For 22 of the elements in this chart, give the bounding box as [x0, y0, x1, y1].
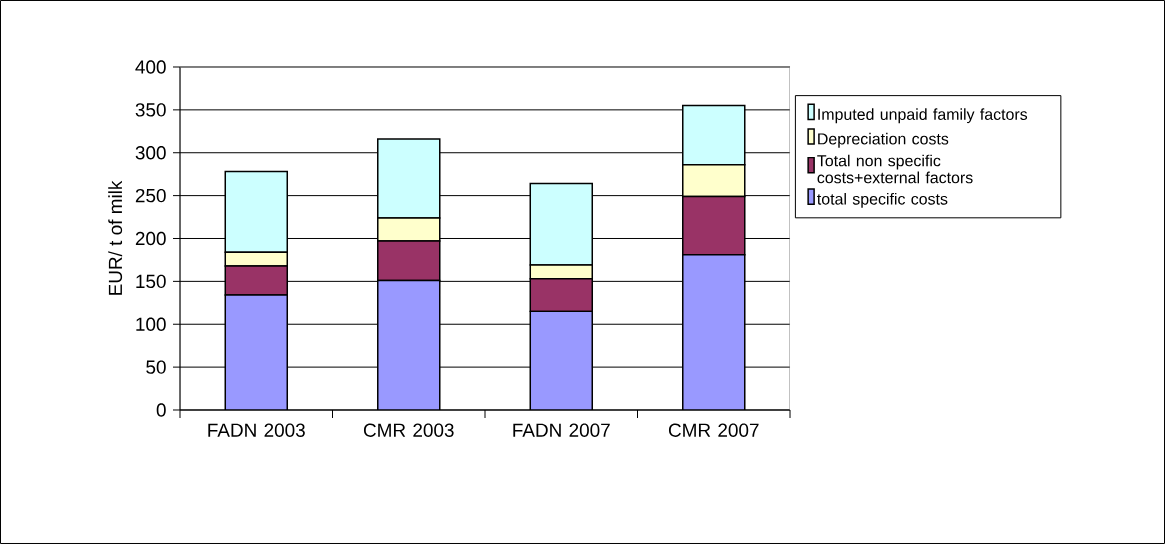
legend-label: Imputed unpaid family factors — [818, 108, 1028, 124]
y-tick-label: 200 — [135, 231, 166, 246]
legend-label: Total non specific costs+external factors — [817, 154, 973, 184]
bar — [682, 254, 746, 410]
y-tick-label: 300 — [135, 146, 166, 160]
y-axis-title: EUR/ t of milk — [108, 180, 123, 295]
legend-label: Depreciation costs — [818, 132, 949, 148]
bar — [224, 294, 289, 410]
y-tick-label: 150 — [136, 274, 166, 289]
y-tick-label: 350 — [135, 103, 166, 117]
x-tick-label: CMR 2007 — [668, 423, 759, 437]
y-tick-label: 50 — [146, 360, 166, 374]
x-tick-label: FADN 2003 — [208, 423, 305, 437]
y-tick-label: 100 — [136, 317, 166, 331]
y-tick-label: 400 — [135, 60, 166, 74]
bar — [377, 279, 441, 410]
legend-label: total specific costs — [817, 192, 948, 208]
bar — [529, 310, 594, 410]
y-tick-label: 0 — [156, 403, 166, 417]
x-tick-label: FADN 2007 — [513, 423, 610, 437]
x-tick-label: CMR 2003 — [363, 423, 454, 437]
y-tick-label: 250 — [135, 188, 166, 203]
